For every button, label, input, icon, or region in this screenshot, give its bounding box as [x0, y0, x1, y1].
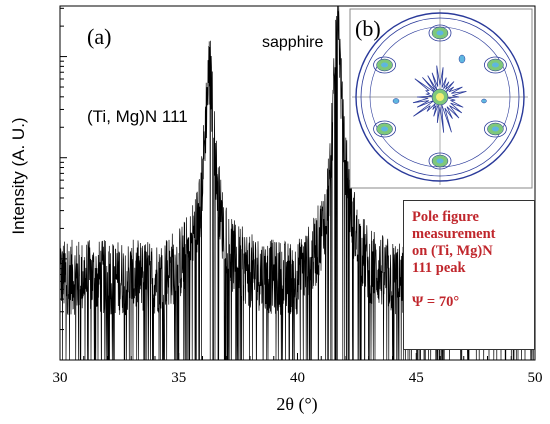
x-tick-label: 30 — [53, 370, 68, 386]
pole-spot-core — [381, 62, 389, 68]
note-line-4: 111 peak — [412, 260, 466, 276]
pole-center-core — [436, 93, 444, 101]
peak-label-tin: (Ti, Mg)N 111 — [87, 107, 188, 126]
pole-spot-core — [381, 126, 389, 132]
y-axis-ticks — [60, 7, 67, 361]
note-psi: Ψ = 70° — [412, 294, 460, 310]
x-tick-label: 45 — [409, 370, 424, 386]
pole-spot-contour — [428, 24, 452, 42]
pole-spot-contour — [484, 56, 507, 74]
panel-label-b: (b) — [355, 16, 381, 41]
pole-spot-contour — [484, 120, 507, 138]
note-line-2: measurement — [412, 226, 496, 242]
pole-spot-core — [491, 62, 499, 68]
x-axis-label: 2θ (°) — [276, 394, 317, 415]
pole-minor-spot — [392, 98, 400, 104]
note-line-1: Pole figure — [412, 209, 479, 225]
pole-spot-contour — [373, 120, 396, 138]
pole-spot-core — [491, 126, 499, 132]
x-tick-label: 35 — [171, 370, 186, 386]
measurement-note: Pole figure measurement on (Ti, Mg)N 111… — [403, 200, 535, 350]
x-axis-ticks: 30 35 40 45 50 — [53, 353, 543, 386]
pole-figure-plot — [352, 9, 528, 185]
note-line-3: on (Ti, Mg)N — [412, 243, 493, 259]
pole-inner-circle — [360, 17, 520, 177]
panel-label-a: (a) — [87, 24, 111, 49]
peak-label-sapphire: sapphire — [262, 34, 323, 51]
pole-center-burst — [412, 65, 467, 133]
pole-spot-contour — [428, 152, 452, 170]
pole-minor-spot — [481, 98, 487, 104]
pole-spot-core — [436, 30, 444, 36]
x-tick-label: 40 — [290, 370, 305, 386]
pole-spot-contour — [373, 56, 396, 74]
pole-minor-spot — [458, 54, 466, 64]
pole-outer-circle — [355, 12, 525, 182]
pole-figure-inset: (b) — [349, 8, 533, 189]
pole-spot-core — [436, 158, 444, 164]
y-axis-label: Intensity (A. U.) — [9, 117, 28, 234]
x-tick-label: 50 — [528, 370, 543, 386]
